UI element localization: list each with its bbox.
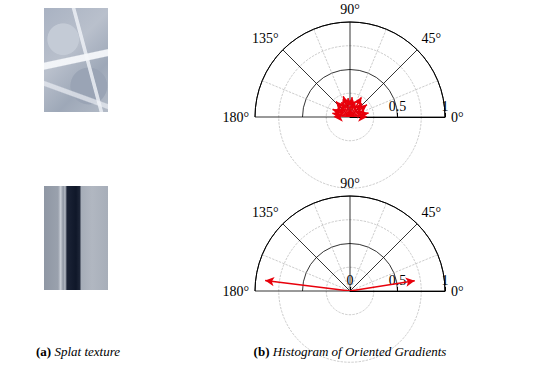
svg-text:1: 1 <box>442 99 449 114</box>
svg-text:135°: 135° <box>252 31 279 46</box>
svg-text:0.5: 0.5 <box>389 273 407 288</box>
svg-text:0: 0 <box>347 273 354 288</box>
svg-text:135°: 135° <box>252 205 279 220</box>
svg-text:90°: 90° <box>340 176 360 191</box>
svg-text:45°: 45° <box>421 31 441 46</box>
svg-text:180°: 180° <box>222 284 249 299</box>
html-text:(b) Histogram of Oriented Grad: (b) Histogram of Oriented Gradients <box>253 344 447 359</box>
svg-text:45°: 45° <box>421 205 441 220</box>
svg-text:0.5: 0.5 <box>389 99 407 114</box>
svg-text:0°: 0° <box>451 284 464 299</box>
svg-text:1: 1 <box>442 273 449 288</box>
html-text:(a) Splat texture: (a) Splat texture <box>36 344 120 359</box>
svg-text:180°: 180° <box>222 110 249 125</box>
svg-text:0°: 0° <box>451 110 464 125</box>
svg-text:90°: 90° <box>340 2 360 17</box>
